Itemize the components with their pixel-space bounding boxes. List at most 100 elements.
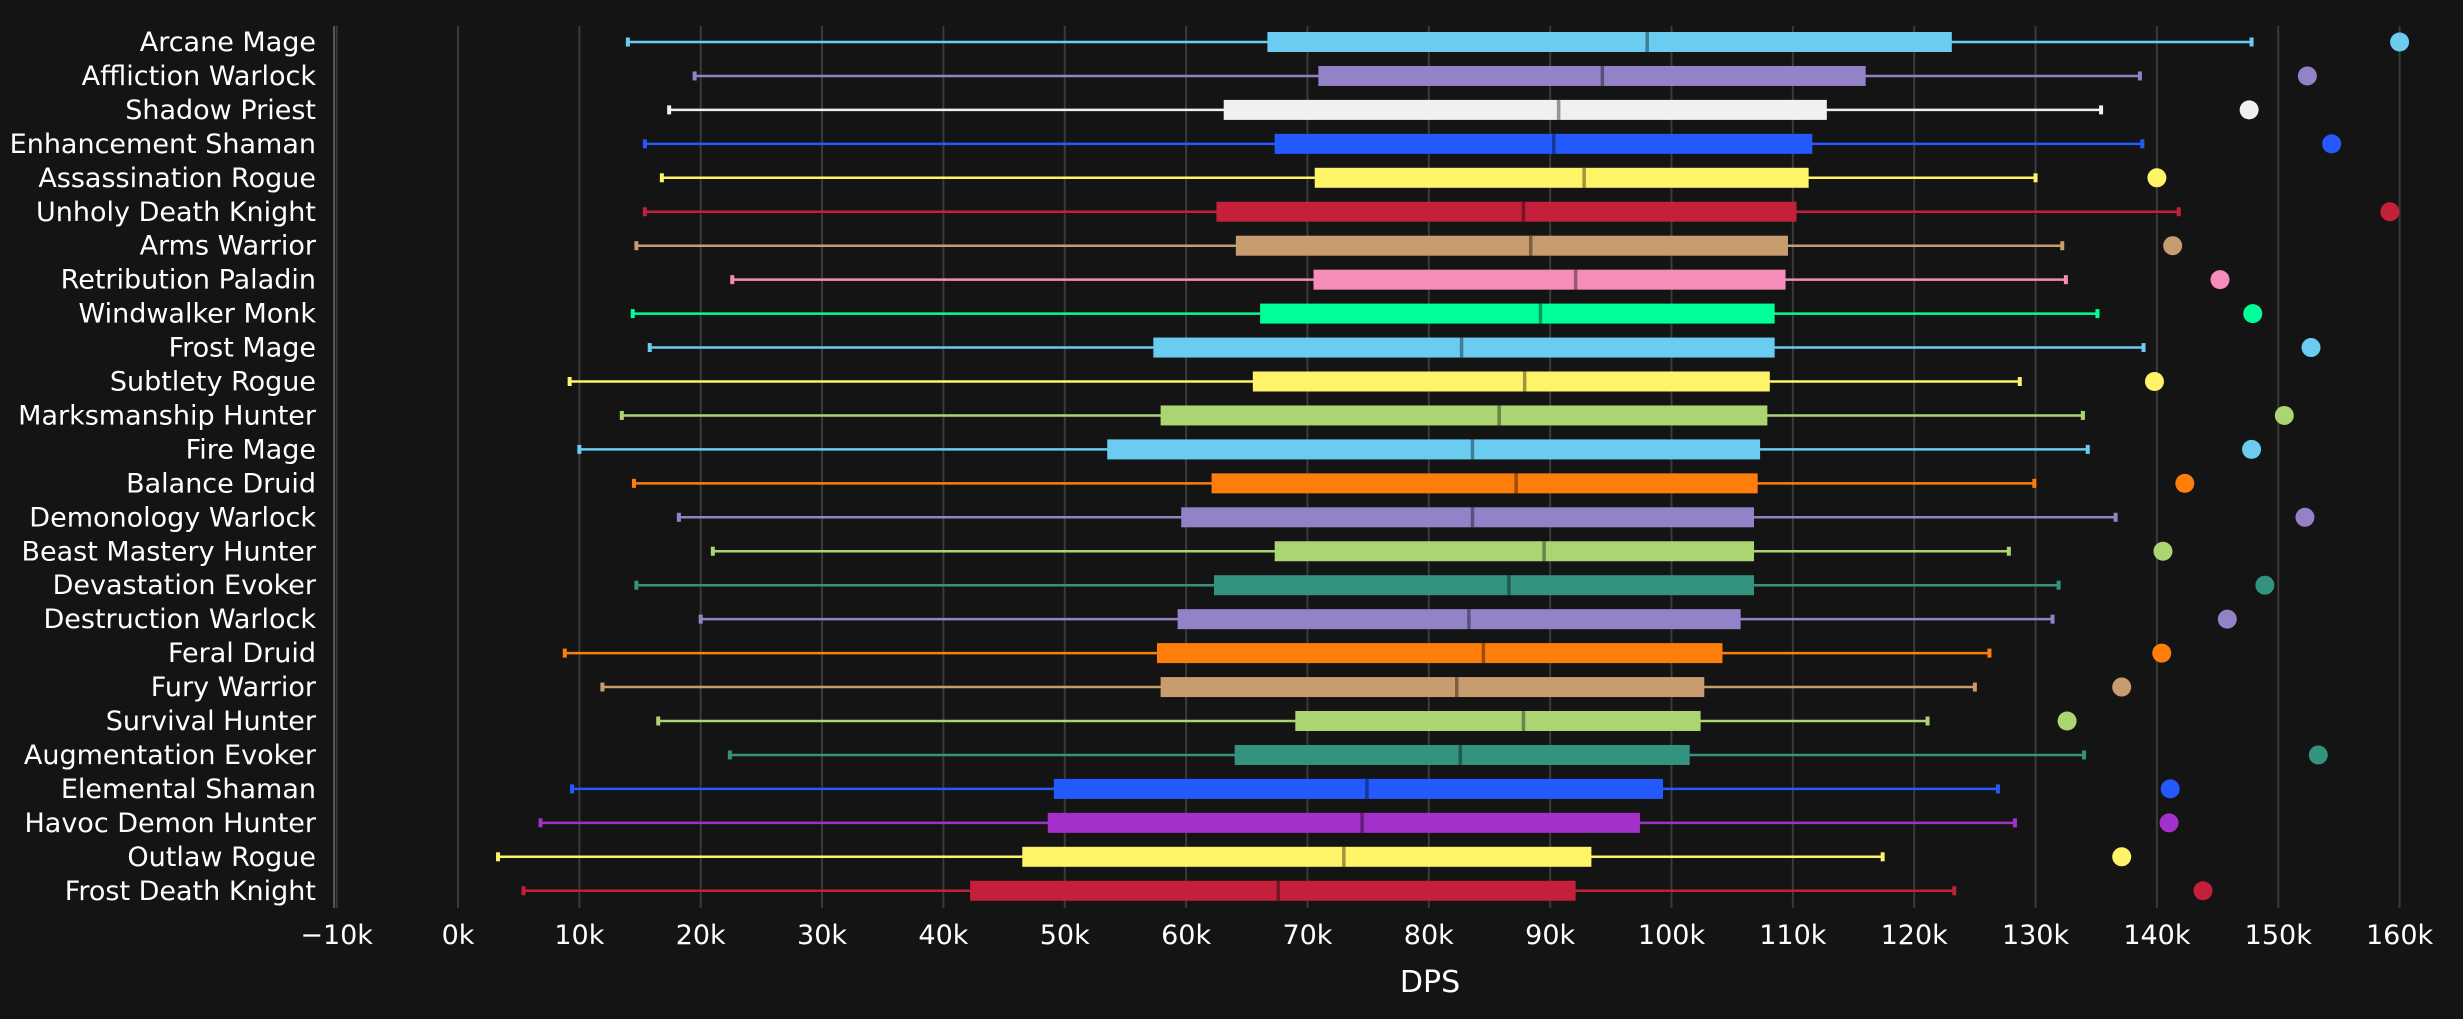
iqr-box [1022,846,1592,867]
iqr-box [1177,609,1741,630]
spec-row: Fury Warrior [151,672,2132,703]
spec-label: Fury Warrior [151,672,317,703]
outlier-dot [2274,405,2294,425]
outlier-dot [2297,66,2317,86]
outlier-dot [2390,32,2410,52]
outlier-dot [2242,439,2262,459]
x-tick-label: 80k [1404,920,1454,951]
spec-row: Augmentation Evoker [24,740,2328,771]
outlier-dot [2153,541,2173,561]
x-tick-label: 70k [1282,920,1332,951]
spec-label: Frost Mage [169,333,316,364]
spec-label: Destruction Warlock [43,604,316,635]
spec-row: Shadow Priest [125,95,2259,126]
spec-label: Retribution Paladin [61,265,316,296]
spec-row: Subtlety Rogue [110,367,2164,398]
spec-label: Elemental Shaman [61,774,316,805]
outlier-dot [2301,338,2321,358]
spec-label: Survival Hunter [106,706,317,737]
spec-row: Devastation Evoker [53,570,2275,601]
iqr-box [1160,677,1705,698]
iqr-box [1153,337,1775,358]
iqr-box [1223,99,1827,120]
spec-row: Affliction Warlock [82,61,2317,92]
iqr-box [1214,575,1755,596]
outlier-dot [2163,236,2183,256]
x-tick-label: 140k [2123,920,2191,951]
spec-label: Fire Mage [186,434,316,465]
spec-label: Enhancement Shaman [10,129,316,160]
iqr-box [1234,744,1690,765]
spec-row: Assassination Rogue [38,163,2167,194]
spec-label: Feral Druid [168,638,316,669]
outlier-dot [2217,609,2237,629]
spec-row: Feral Druid [168,638,2172,669]
spec-label: Marksmanship Hunter [18,400,317,431]
x-tick-label: 90k [1525,920,1575,951]
spec-row: Survival Hunter [106,706,2077,737]
outlier-dot [2255,575,2275,595]
outlier-dot [2159,813,2179,833]
spec-label: Arcane Mage [140,27,316,58]
x-tick-label: 30k [797,920,847,951]
spec-row: Unholy Death Knight [36,197,2400,228]
x-tick-label: 50k [1040,920,1090,951]
iqr-box [1318,65,1866,86]
iqr-box [1053,778,1664,799]
x-tick-label: 120k [1881,920,1949,951]
spec-row: Havoc Demon Hunter [24,808,2179,839]
spec-label: Unholy Death Knight [36,197,316,228]
spec-label: Windwalker Monk [78,299,316,330]
x-tick-label: 150k [2245,920,2313,951]
spec-label: Beast Mastery Hunter [21,536,316,567]
iqr-box [1156,643,1723,664]
iqr-box [1267,32,1952,52]
spec-label: Affliction Warlock [82,61,317,92]
x-tick-label: −10k [300,920,373,951]
outlier-dot [2210,270,2230,290]
spec-row: Arms Warrior [140,231,2183,262]
spec-label: Devastation Evoker [53,570,317,601]
grid-lines [335,26,2401,908]
x-axis-ticks: −10k 0k 10k 20k 30k 40k 50k 60k 70k 80k 90k 100k 110… [300,920,2433,951]
outlier-dot [2144,372,2164,391]
spec-label: Subtlety Rogue [110,367,316,398]
outlier-dot [2193,881,2213,901]
outlier-dot [2160,779,2180,799]
spec-label: Demonology Warlock [29,502,316,533]
spec-row: Fire Mage [186,434,2262,465]
spec-row: Elemental Shaman [61,774,2180,805]
outlier-dot [2322,134,2342,154]
iqr-box [1313,269,1786,290]
x-tick-label: 10k [554,920,604,951]
iqr-box [1211,473,1758,494]
spec-row: Frost Mage [169,333,2321,364]
spec-label: Balance Druid [126,468,316,499]
spec-row: Beast Mastery Hunter [21,536,2173,567]
outlier-dot [2152,643,2172,663]
spec-label: Augmentation Evoker [24,740,317,771]
spec-row: Arcane Mage [140,27,2410,58]
iqr-box [1274,133,1813,154]
x-tick-label: 110k [1759,920,1827,951]
iqr-box [1181,507,1755,528]
spec-row: Outlaw Rogue [127,842,2132,873]
spec-row: Destruction Warlock [43,604,2237,635]
x-tick-label: 160k [2366,920,2434,951]
outlier-dot [2243,304,2263,324]
iqr-box [1216,201,1797,222]
iqr-box [1107,439,1761,460]
iqr-box [1047,812,1640,833]
x-tick-label: 130k [2002,920,2070,951]
iqr-box [1260,303,1775,324]
outlier-dot [2239,100,2259,120]
spec-label: Frost Death Knight [65,876,316,907]
x-tick-label: 60k [1161,920,1211,951]
spec-row: Demonology Warlock [29,502,2315,533]
spec-row: Windwalker Monk [78,299,2263,330]
iqr-box [1160,405,1768,426]
outlier-dot [2147,168,2167,188]
spec-row: Marksmanship Hunter [18,400,2294,431]
